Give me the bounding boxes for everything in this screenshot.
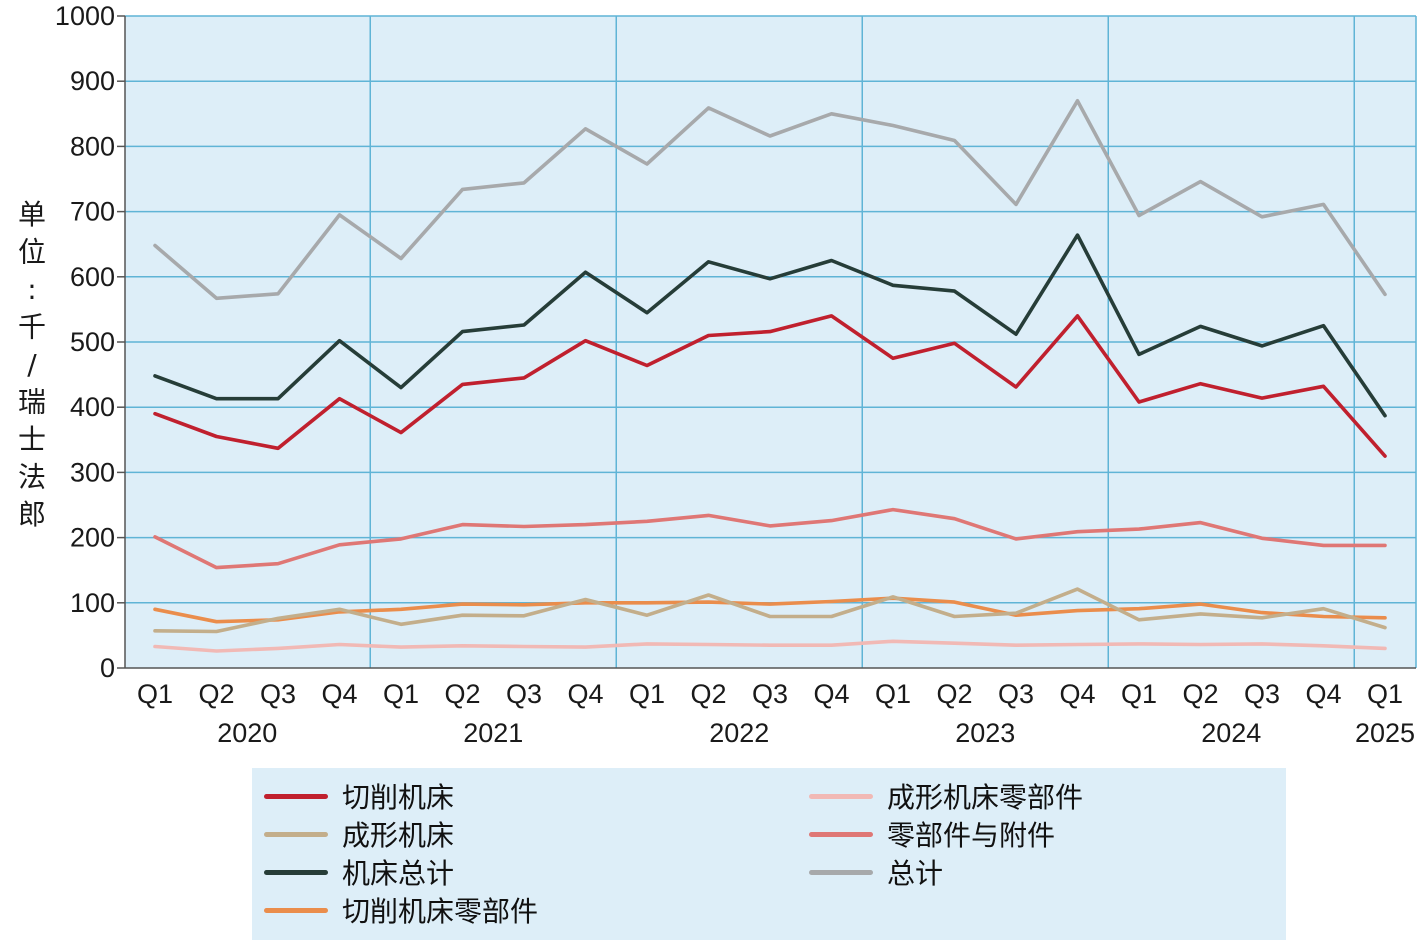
series-line-5 <box>153 507 1387 570</box>
legend-item: 成形机床零部件 <box>809 778 1083 814</box>
legend-swatch <box>809 793 873 799</box>
legend-swatch <box>264 831 328 837</box>
y-axis-label-char: 千 <box>18 311 46 344</box>
legend-swatch <box>264 907 328 913</box>
x-tick-label: Q2 <box>690 679 726 709</box>
x-tick-label: Q2 <box>936 679 972 709</box>
grid <box>125 15 1417 668</box>
y-tick-label: 800 <box>70 131 115 161</box>
y-axis-label-char: / <box>27 348 37 381</box>
x-tick-label: Q4 <box>321 679 357 709</box>
chart: 0 100 200 300 400 500 600 700 800 900 1000 Q1 Q2 Q3 Q4… <box>18 1 1417 748</box>
y-axis-label-char: 士 <box>18 423 46 456</box>
x-tick-label: Q1 <box>383 679 419 709</box>
x-tick-label: Q4 <box>1059 679 1095 709</box>
y-axis-label-char: 法 <box>18 461 46 494</box>
series-line-1 <box>153 587 1387 634</box>
series-lines <box>153 99 1387 653</box>
y-tick-label: 0 <box>100 653 115 683</box>
legend-label: 成形机床 <box>342 819 455 852</box>
x-tick-label: Q2 <box>1182 679 1218 709</box>
x-tick-label: Q4 <box>567 679 603 709</box>
legend: 切削机床成形机床机床总计切削机床零部件 成形机床零部件 零部件与附件 总计 <box>252 768 1286 940</box>
series-line-2 <box>153 233 1387 418</box>
x-year-label: 2020 <box>217 718 277 748</box>
y-tick-label: 500 <box>70 327 115 357</box>
x-tick-label: Q1 <box>1367 679 1403 709</box>
legend-swatch <box>809 831 873 837</box>
legend-item: 机床总计 <box>264 854 454 890</box>
x-tick-label: Q3 <box>752 679 788 709</box>
y-tick-label: 1000 <box>55 1 115 31</box>
series-line-6 <box>153 99 1387 301</box>
x-tick-label: Q1 <box>875 679 911 709</box>
x-year-label: 2024 <box>1201 718 1261 748</box>
x-tick-label: Q3 <box>998 679 1034 709</box>
series-line-4 <box>153 639 1387 653</box>
axes: 0 100 200 300 400 500 600 700 800 900 1000 Q1 Q2 Q3 Q4… <box>55 1 1416 748</box>
y-axis-label-char: : <box>27 273 36 306</box>
x-year-label: 2021 <box>463 718 523 748</box>
x-year-label: 2023 <box>955 718 1015 748</box>
y-tick-label: 600 <box>70 262 115 292</box>
y-tick-label: 200 <box>70 523 115 553</box>
x-tick-label: Q3 <box>506 679 542 709</box>
legend-label: 零部件与附件 <box>887 819 1056 852</box>
y-axis-label-char: 郎 <box>18 498 46 531</box>
y-tick-label: 300 <box>70 457 115 487</box>
x-tick-label: Q3 <box>260 679 296 709</box>
y-axis-label-char: 单 <box>18 198 46 231</box>
x-year-label: 2025 <box>1355 718 1415 748</box>
legend-label: 总计 <box>887 857 944 890</box>
y-tick-label: 900 <box>70 66 115 96</box>
x-tick-label: Q1 <box>1121 679 1157 709</box>
x-tick-label: Q1 <box>137 679 173 709</box>
y-tick-label: 700 <box>70 197 115 227</box>
x-year-label: 2022 <box>709 718 769 748</box>
series-line-3 <box>153 596 1387 624</box>
legend-swatch <box>264 793 328 799</box>
x-tick-label: Q4 <box>1305 679 1341 709</box>
legend-label: 切削机床零部件 <box>342 895 539 928</box>
y-tick-label: 400 <box>70 392 115 422</box>
x-tick-label: Q2 <box>444 679 480 709</box>
legend-swatch <box>264 869 328 875</box>
x-tick-label: Q3 <box>1244 679 1280 709</box>
legend-item: 切削机床零部件 <box>264 892 538 928</box>
legend-item: 切削机床 <box>264 778 454 814</box>
y-tick-label: 100 <box>70 588 115 618</box>
y-axis-label-char: 瑞 <box>18 386 46 419</box>
x-tick-label: Q1 <box>629 679 665 709</box>
legend-label: 切削机床 <box>342 781 455 814</box>
legend-item: 总计 <box>809 854 943 890</box>
y-axis-label-char: 位 <box>18 236 46 269</box>
legend-label: 成形机床零部件 <box>887 781 1084 814</box>
legend-item: 零部件与附件 <box>809 816 1055 852</box>
series-line-0 <box>153 314 1387 458</box>
legend-label: 机床总计 <box>342 857 455 890</box>
x-tick-label: Q4 <box>813 679 849 709</box>
x-tick-label: Q2 <box>198 679 234 709</box>
legend-swatch <box>809 869 873 875</box>
legend-item: 成形机床 <box>264 816 454 852</box>
